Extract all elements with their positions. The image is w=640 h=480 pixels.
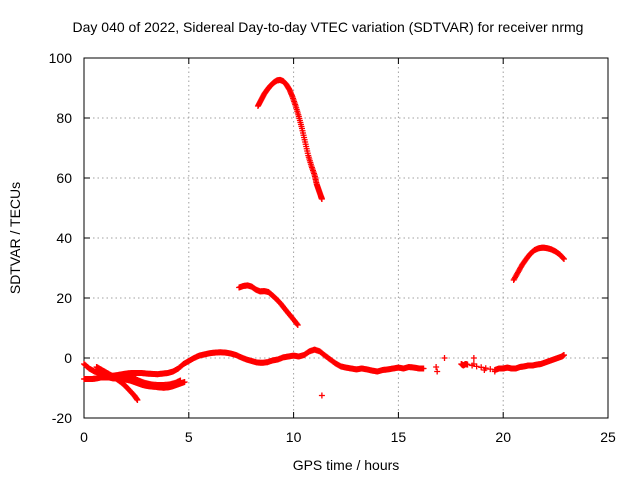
y-axis-label: SDTVAR / TECUs [7,182,23,294]
data-point [420,365,427,372]
data-point [294,322,301,328]
data-point [318,196,325,202]
data-point [318,392,325,399]
y-tick-label: 80 [56,110,72,126]
series-evening-near-zero [458,352,567,373]
series-high-arc [254,76,325,202]
data-point [441,355,448,361]
chart-title: Day 040 of 2022, Sidereal Day-to-day VTE… [73,19,584,35]
data-point [560,256,567,262]
data-point [134,397,141,403]
y-tick-label: 0 [64,350,72,366]
data-point [181,379,188,385]
data-point [560,352,567,358]
data-point [481,367,488,373]
data-point [470,355,477,361]
x-tick-labels: 0 5 10 15 20 25 [80,429,616,445]
data-point [478,364,485,371]
series-isolated-points [318,355,498,399]
series-mid-arc-evening [510,244,567,283]
data-point [487,366,494,373]
data-point [560,255,567,262]
series-diagonal-trace [93,364,141,403]
y-tick-label: -20 [52,410,72,426]
data-points [81,76,567,403]
data-point [434,368,441,375]
x-axis-label: GPS time / hours [293,457,400,473]
x-tick-label: 15 [391,429,407,445]
x-tick-label: 20 [495,429,511,445]
x-tick-label: 5 [185,429,193,445]
data-point [177,377,184,384]
y-tick-label: 40 [56,230,72,246]
x-tick-label: 25 [600,429,616,445]
data-point [470,361,477,367]
y-tick-label: 100 [49,50,73,66]
data-point [491,368,498,375]
grid-lines [84,58,608,418]
series-near-zero-trace [81,346,427,379]
series-mid-arc-morning [236,282,301,328]
x-tick-label: 10 [286,429,302,445]
y-tick-label: 60 [56,170,72,186]
x-tick-label: 0 [80,429,88,445]
y-tick-labels: -20 0 20 40 60 80 100 [49,50,73,426]
y-tick-label: 20 [56,290,72,306]
axis-ticks [83,57,609,419]
data-point [294,321,301,328]
data-point [464,361,471,368]
data-point [433,364,440,370]
series-low-bump-early [122,371,184,388]
